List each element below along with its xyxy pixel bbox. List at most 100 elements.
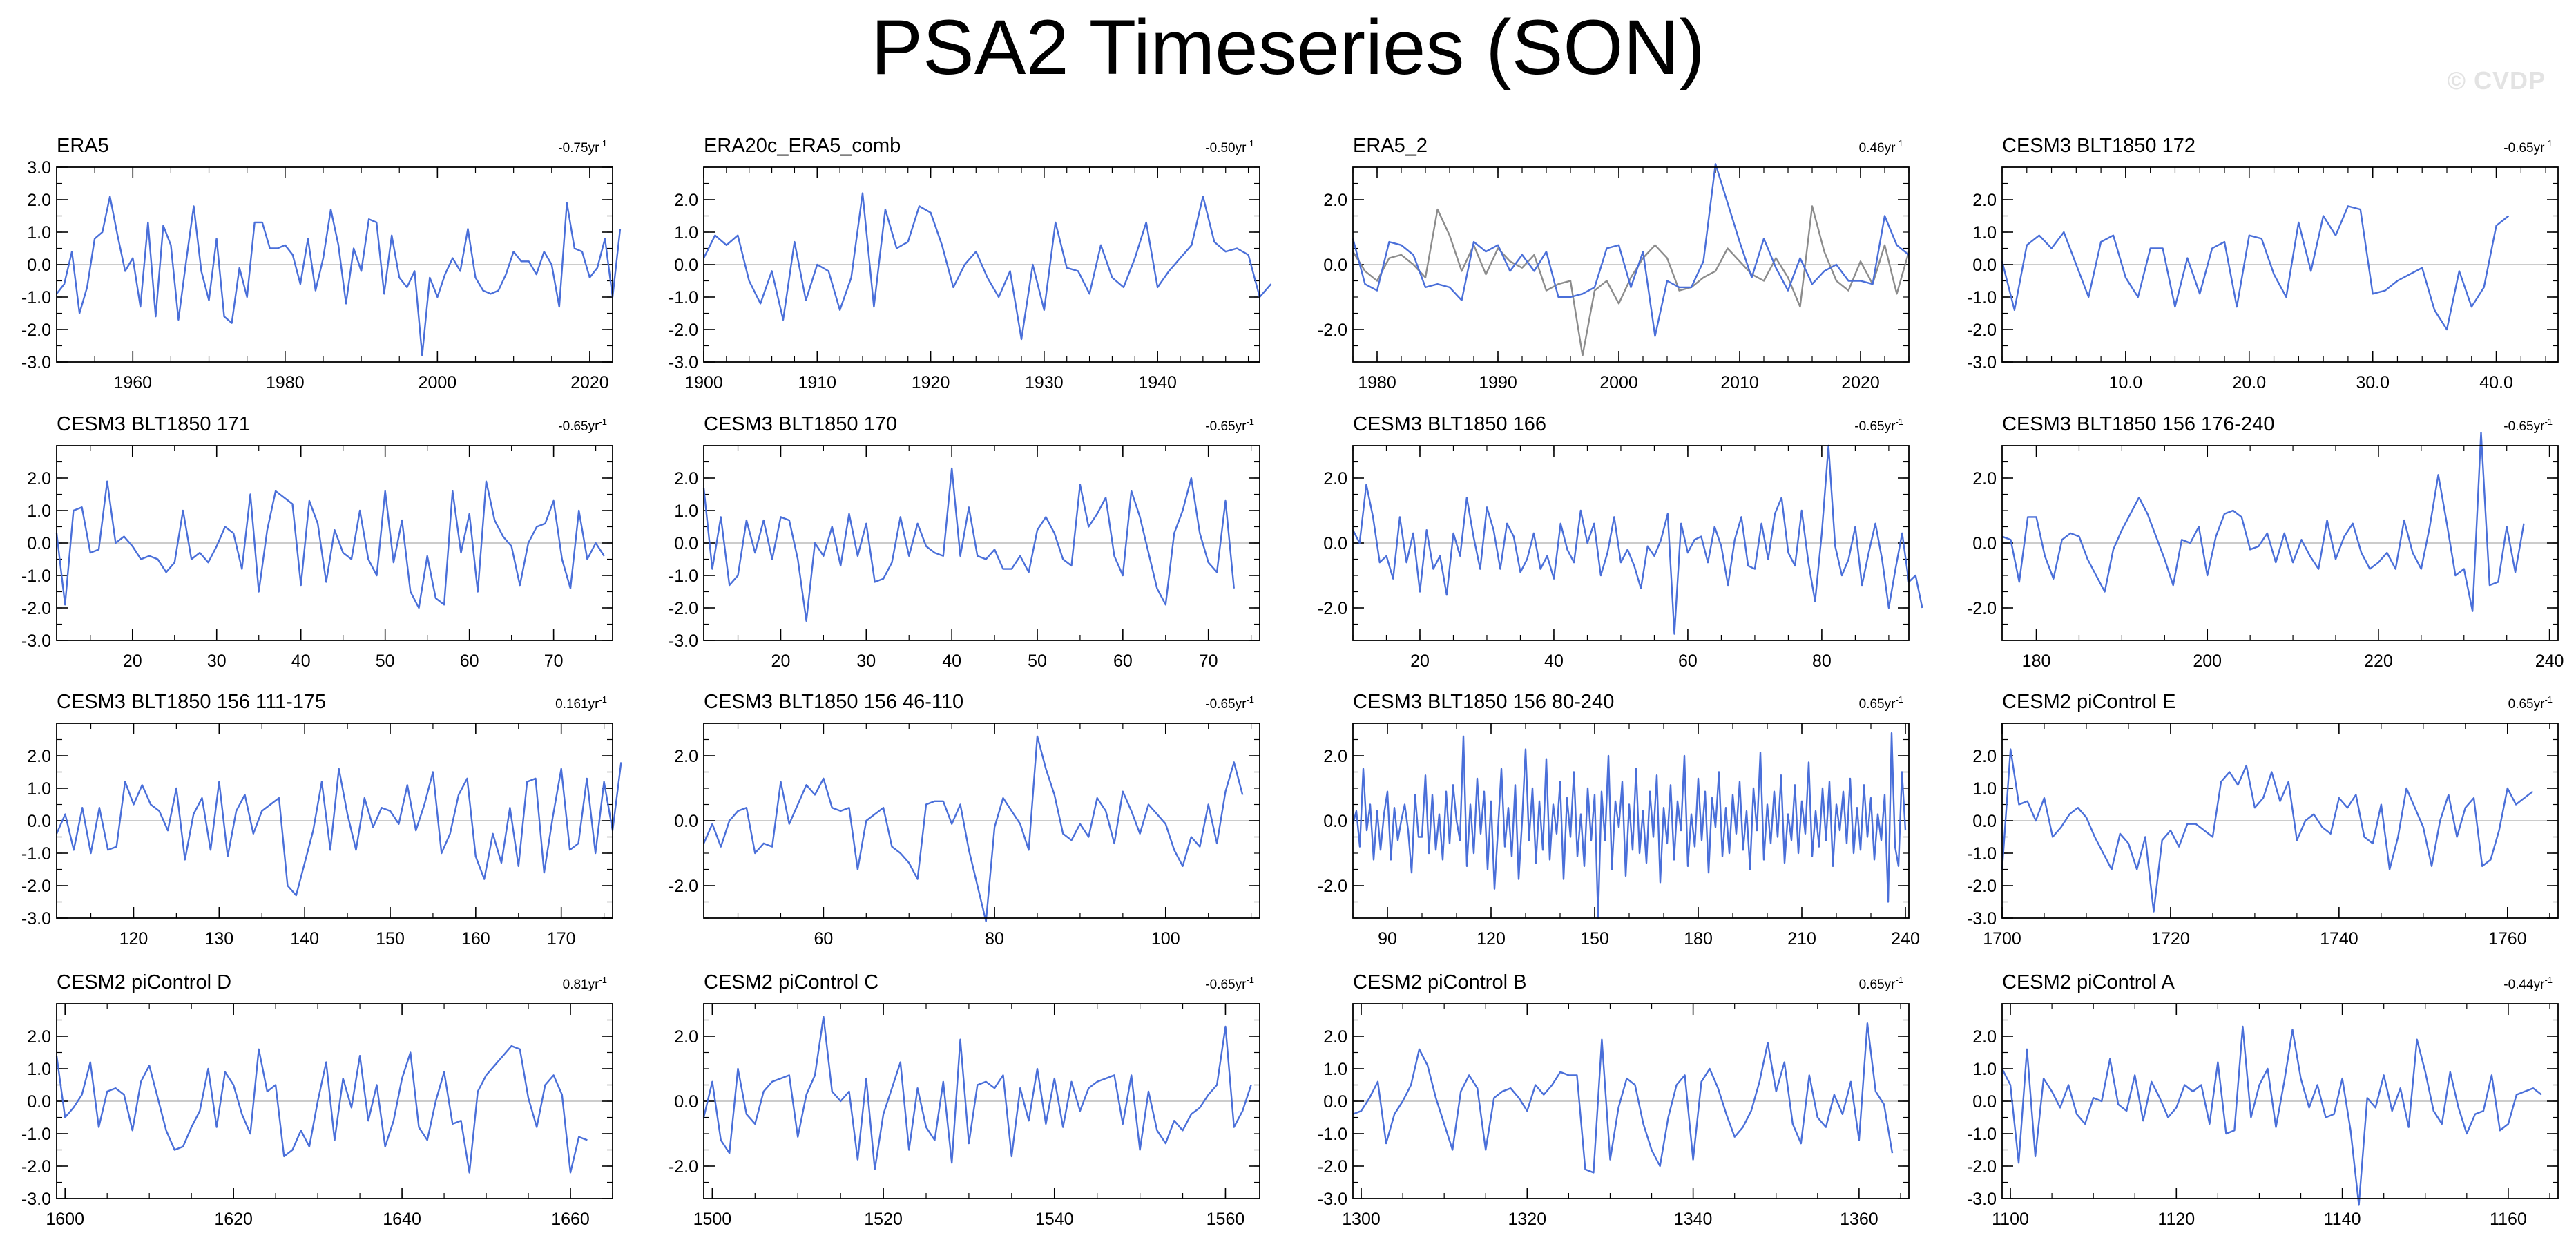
series-line (1352, 1022, 1894, 1174)
y-tick-label: -2.0 (669, 599, 698, 618)
y-tick-label: 1.0 (674, 223, 698, 242)
y-tick-label: 1.0 (27, 1060, 51, 1079)
panel-5: CESM3 BLT1850 171 -0.65yr-1 -3.0 -2.0 -1.0 0.… (21, 413, 613, 671)
panel-title: CESM3 BLT1850 171 (57, 413, 250, 435)
plot-frame (56, 445, 613, 641)
x-tick-label: 1320 (1508, 1210, 1547, 1229)
plot-frame (2001, 445, 2559, 641)
x-tick-label: 2000 (1599, 373, 1638, 392)
y-tick-label: -1.0 (21, 288, 51, 307)
panel-15: CESM2 piControl B 0.65yr-1 -3.0 -2.0 -1.0 0.0… (1318, 971, 1910, 1229)
series-line (702, 467, 1235, 622)
cvdp-watermark: © CVDP (2447, 66, 2546, 95)
y-tick-label: 1.0 (1972, 1060, 1997, 1079)
y-tick-label: 1.0 (27, 779, 51, 799)
x-tick-label: 210 (1787, 929, 1816, 949)
y-tick-label: 2.0 (27, 1027, 51, 1047)
x-tick-label: 1980 (266, 373, 305, 392)
y-tick-label: -3.0 (1967, 909, 1997, 928)
x-tick-label: 1140 (2324, 1210, 2361, 1229)
x-tick-label: 1600 (46, 1210, 84, 1229)
panel-9: CESM3 BLT1850 156 111-175 0.161yr-1 -3.0 -2… (21, 691, 622, 949)
trend-label: -0.65yr-1 (2503, 417, 2553, 434)
panel-title: CESM2 piControl E (2002, 691, 2175, 713)
x-tick-label: 2020 (1841, 373, 1880, 392)
y-tick-label: 2.0 (674, 469, 698, 488)
figure-title: PSA2 Timeseries (SON) (871, 4, 1705, 90)
y-tick-label: -2.0 (669, 321, 698, 340)
plot-frame (1352, 723, 1910, 919)
panel-2: ERA20c_ERA5_comb -0.50yr-1 -3.0 -2.0 -1.0 0.0… (669, 135, 1272, 392)
trend-superscript: -1 (2544, 138, 2553, 149)
y-tick-label: 0.0 (27, 534, 51, 553)
x-tick-label: 1900 (684, 373, 723, 392)
x-tick-label: 1720 (2151, 929, 2190, 949)
trend-superscript: -1 (2544, 694, 2553, 705)
trend-superscript: -1 (1895, 694, 1903, 705)
y-tick-label: 0.0 (1972, 1092, 1997, 1112)
trend-superscript: -1 (599, 975, 607, 985)
x-tick-label: 100 (1151, 929, 1180, 949)
y-tick-label: -3.0 (669, 353, 698, 372)
x-tick-label: 1500 (693, 1210, 732, 1229)
y-tick-label: 0.0 (1323, 1092, 1347, 1112)
plot-frame (56, 166, 613, 363)
x-tick-label: 160 (461, 929, 490, 949)
y-tick-label: 2.0 (1972, 747, 1997, 766)
trend-label: 0.65yr-1 (1859, 694, 1903, 712)
y-tick-label: 0.0 (1323, 534, 1347, 553)
x-tick-label: 80 (1812, 651, 1832, 671)
trend-label: -0.50yr-1 (1205, 138, 1254, 155)
panel-title: CESM3 BLT1850 156 46-110 (704, 691, 963, 713)
y-tick-label: -1.0 (669, 288, 698, 307)
y-tick-label: 0.0 (27, 812, 51, 831)
y-tick-label: -3.0 (1967, 1190, 1997, 1209)
x-tick-label: 1740 (2320, 929, 2358, 949)
y-tick-label: -2.0 (21, 321, 51, 340)
y-tick-label: 1.0 (1972, 223, 1997, 242)
trend-superscript: -1 (1895, 975, 1903, 985)
x-tick-label: 170 (547, 929, 576, 949)
series-line (1352, 163, 1910, 337)
y-tick-label: -2.0 (1967, 877, 1997, 896)
x-tick-label: 1660 (551, 1210, 590, 1229)
panel-title: CESM3 BLT1850 170 (704, 413, 897, 435)
trend-superscript: -1 (599, 694, 607, 705)
panel-title: CESM2 piControl D (57, 971, 231, 993)
trend-label: 0.81yr-1 (563, 975, 607, 992)
trend-label: 0.46yr-1 (1859, 138, 1903, 155)
y-tick-label: -2.0 (21, 1157, 51, 1176)
y-tick-label: 3.0 (27, 158, 51, 178)
panel-title: CESM2 piControl B (1353, 971, 1526, 993)
series-line (56, 196, 622, 356)
trend-label: 0.65yr-1 (1859, 975, 1903, 992)
plot-frame (2001, 1003, 2559, 1199)
y-tick-label: 0.0 (1972, 256, 1997, 275)
y-tick-label: 1.0 (1972, 779, 1997, 799)
y-tick-label: 2.0 (674, 747, 698, 766)
series-line (2001, 205, 2510, 331)
y-tick-label: -2.0 (1318, 321, 1347, 340)
panel-10: CESM3 BLT1850 156 46-110 -0.65yr-1 -2.0 0.0… (669, 691, 1260, 949)
x-tick-label: 220 (2364, 651, 2393, 671)
x-tick-label: 20 (771, 651, 791, 671)
x-tick-label: 130 (204, 929, 233, 949)
panel-16: CESM2 piControl A -0.44yr-1 -3.0 -2.0 -1.0 0.… (1967, 971, 2559, 1229)
panel-title: CESM2 piControl C (704, 971, 878, 993)
x-tick-label: 1540 (1035, 1210, 1074, 1229)
y-tick-label: 2.0 (1972, 191, 1997, 210)
plot-frame (703, 1003, 1260, 1199)
x-tick-label: 1520 (864, 1210, 903, 1229)
panel-11: CESM3 BLT1850 156 80-240 0.65yr-1 -2.0 0.0 2… (1318, 691, 1920, 949)
y-tick-label: 1.0 (27, 223, 51, 242)
x-tick-label: 1760 (2488, 929, 2527, 949)
x-tick-label: 140 (290, 929, 319, 949)
panel-14: CESM2 piControl C -0.65yr-1 -2.0 0.0 2.0 1500… (669, 971, 1260, 1229)
overlay-series-line (1352, 205, 1910, 356)
x-tick-label: 30.0 (2356, 373, 2390, 392)
series-line (55, 762, 622, 897)
series-line (702, 1016, 1252, 1170)
y-tick-label: -3.0 (1318, 1190, 1347, 1209)
y-tick-label: -1.0 (1967, 288, 1997, 307)
